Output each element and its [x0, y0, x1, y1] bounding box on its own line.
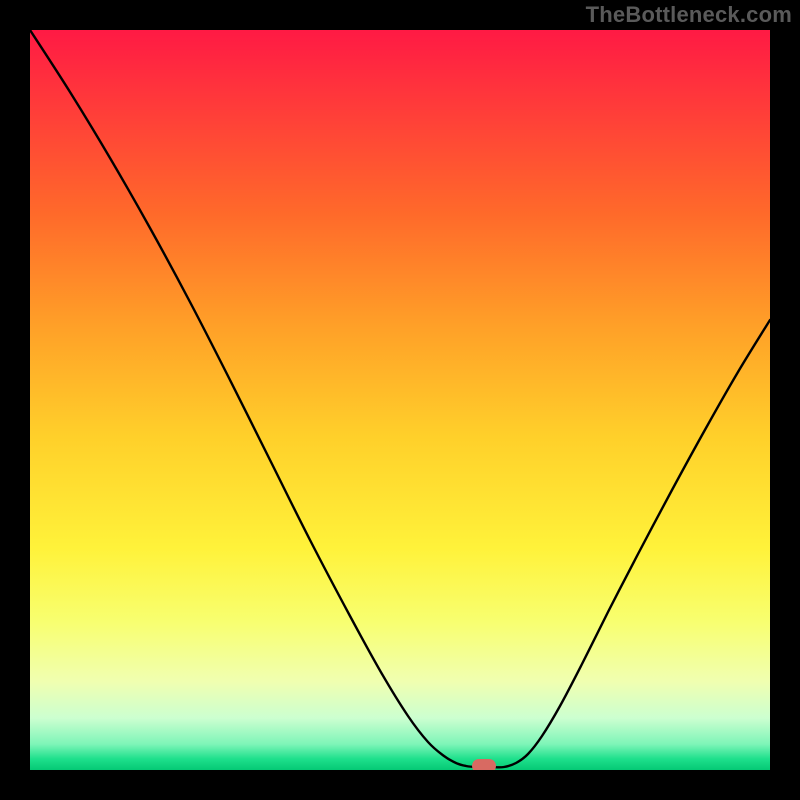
- outer-frame: TheBottleneck.com: [0, 0, 800, 800]
- plot-area: [30, 30, 770, 770]
- bottleneck-curve: [30, 30, 770, 770]
- optimal-marker: [472, 759, 496, 770]
- watermark-text: TheBottleneck.com: [586, 2, 792, 28]
